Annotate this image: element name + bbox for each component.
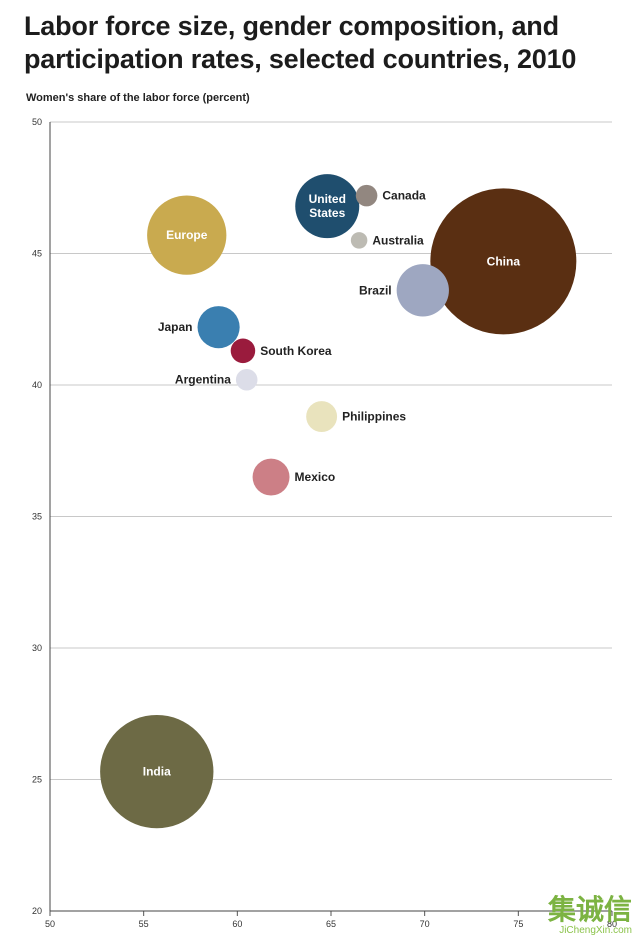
bubble-japan — [197, 306, 240, 349]
bubble-label-united-states: United States — [309, 192, 346, 220]
bubble-label-india: India — [143, 765, 171, 779]
watermark-url: JiChengXin.com — [559, 925, 632, 936]
bubble-label-south-korea: South Korea — [260, 344, 332, 358]
bubble-china — [430, 188, 577, 335]
bubble-label-china: China — [487, 254, 521, 268]
bubble-brazil — [396, 264, 449, 317]
x-tick-label: 70 — [420, 919, 430, 929]
x-tick-label: 65 — [326, 919, 336, 929]
y-axis-title: Women's share of the labor force (percen… — [26, 92, 250, 104]
y-tick-label: 35 — [32, 512, 42, 522]
x-tick-label: 80 — [607, 919, 617, 929]
x-tick-label: 75 — [513, 919, 523, 929]
bubble-label-australia: Australia — [372, 233, 424, 247]
bubble-label-canada: Canada — [382, 189, 426, 203]
x-tick-label: 50 — [45, 919, 55, 929]
y-tick-label: 25 — [32, 775, 42, 785]
x-tick-label: 60 — [232, 919, 242, 929]
bubble-australia — [350, 232, 368, 249]
y-tick-label: 30 — [32, 643, 42, 653]
bubble-argentina — [235, 368, 258, 391]
bubble-philippines — [306, 401, 338, 433]
bubble-india — [100, 714, 214, 829]
bubble-label-philippines: Philippines — [342, 410, 406, 424]
bubble-label-europe: Europe — [166, 228, 208, 242]
bubble-united-states — [295, 174, 360, 239]
y-tick-label: 40 — [32, 380, 42, 390]
x-tick-label: 55 — [139, 919, 149, 929]
y-tick-label: 50 — [32, 117, 42, 127]
watermark: 集诚信 JiChengXin.com — [547, 894, 632, 937]
bubble-label-brazil: Brazil — [359, 283, 392, 297]
y-tick-label: 45 — [32, 249, 42, 259]
bubble-europe — [147, 195, 227, 275]
y-tick-label: 20 — [32, 906, 42, 916]
bubble-canada — [355, 184, 378, 207]
bubble-south-korea — [230, 338, 256, 364]
bubble-label-japan: Japan — [158, 320, 193, 334]
chart-title: Labor force size, gender composition, an… — [24, 11, 577, 74]
bubble-label-mexico: Mexico — [295, 470, 336, 484]
bubble-labels: China India Europe United States Brazil Japan M… — [143, 189, 521, 779]
axes — [49, 122, 613, 916]
bubble-mexico — [252, 458, 290, 496]
bubble-label-argentina: Argentina — [175, 373, 231, 387]
bubbles — [100, 174, 577, 829]
watermark-logo: 集诚信 — [547, 894, 632, 925]
